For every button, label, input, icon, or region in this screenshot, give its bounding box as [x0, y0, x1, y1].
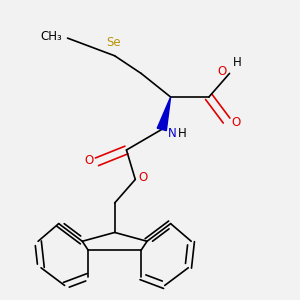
Polygon shape — [157, 97, 171, 130]
Text: O: O — [217, 65, 226, 79]
Text: O: O — [138, 172, 148, 184]
Text: O: O — [231, 116, 240, 128]
Text: Se: Se — [106, 36, 121, 49]
Text: H: H — [232, 56, 241, 69]
Text: CH₃: CH₃ — [40, 30, 62, 43]
Text: N: N — [168, 127, 176, 140]
Text: O: O — [85, 154, 94, 167]
Text: H: H — [178, 127, 187, 140]
